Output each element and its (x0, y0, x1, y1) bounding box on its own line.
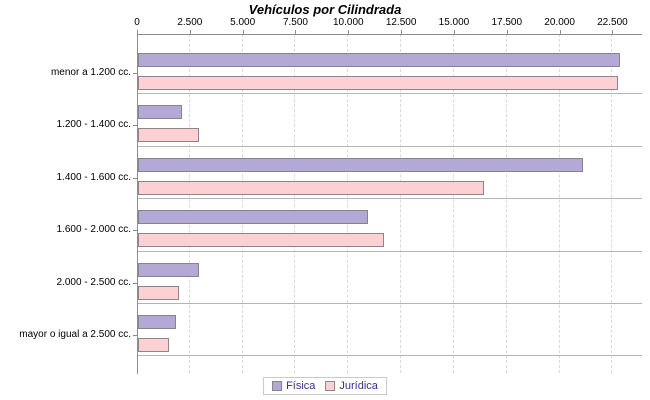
bar-juridica (138, 233, 385, 248)
y-tick-mark (133, 335, 137, 336)
gridline (294, 34, 296, 373)
bar-juridica (138, 76, 618, 90)
gridline (452, 34, 454, 373)
x-tick-mark (453, 30, 455, 34)
y-tick-mark (133, 282, 137, 284)
bar-fisica (138, 53, 620, 67)
x-tick-label: 2.500 (177, 17, 203, 28)
legend-swatch-juridica (325, 381, 336, 391)
x-tick-label: 12.500 (385, 17, 417, 28)
category-label: 1.200 - 1.400 cc. (56, 119, 132, 131)
y-tick-mark (133, 73, 137, 74)
category-label: 1.400 - 1.600 cc. (56, 171, 132, 183)
x-tick-mark (612, 30, 614, 34)
bar-juridica (138, 285, 180, 300)
gridline (400, 34, 402, 373)
x-tick-mark (559, 30, 561, 34)
y-tick-mark (133, 125, 137, 127)
x-tick-label: 20.000 (544, 17, 575, 28)
row-separator (138, 93, 642, 94)
row-separator (138, 251, 642, 252)
bar-juridica (138, 180, 485, 195)
bar-fisica (138, 157, 583, 172)
x-tick-label: 10.000 (333, 17, 364, 28)
chart-title: Vehículos por Cilindrada (248, 2, 402, 17)
row-separator (138, 146, 642, 147)
x-tick-mark (295, 30, 297, 34)
x-axis-line (137, 34, 642, 35)
x-tick-mark (506, 30, 508, 34)
x-tick-label: 15.000 (438, 17, 470, 28)
legend-label-juridica: Jurídica (339, 380, 378, 392)
x-tick-mark (189, 30, 191, 34)
legend-label-fisica: Física (286, 380, 316, 392)
x-tick-label: 7.500 (282, 17, 308, 28)
x-tick-label: 5.000 (230, 17, 256, 28)
x-tick-label: 17.500 (491, 17, 523, 28)
gridline (558, 34, 560, 373)
bar-fisica (138, 210, 369, 225)
gridline (188, 34, 190, 373)
gridline (241, 34, 243, 373)
bar-fisica (138, 105, 183, 120)
x-tick-label: 22.500 (597, 17, 628, 28)
x-tick-mark (137, 30, 138, 34)
row-separator (138, 303, 642, 304)
legend-item-fisica: Física (272, 380, 315, 392)
bar-fisica (138, 262, 200, 277)
row-separator (138, 198, 642, 199)
x-tick-label: 0 (134, 17, 140, 28)
category-label: menor a 1.200 cc. (50, 67, 131, 78)
bar-juridica (138, 128, 200, 143)
x-tick-mark (348, 30, 350, 34)
gridline (505, 34, 507, 373)
y-axis-line (137, 34, 138, 374)
y-tick-mark (133, 230, 137, 232)
legend-swatch-fisica (272, 381, 283, 391)
category-label: 2.000 - 2.500 cc. (56, 276, 132, 288)
gridline (347, 34, 349, 373)
y-tick-mark (133, 177, 137, 179)
x-tick-mark (401, 30, 403, 34)
category-label: mayor o igual a 2.500 cc. (19, 329, 131, 340)
bar-fisica (138, 315, 176, 329)
gridline (611, 34, 613, 373)
bar-juridica (138, 338, 169, 352)
x-tick-mark (242, 30, 244, 34)
row-separator (138, 355, 642, 356)
legend: Física Jurídica (263, 377, 387, 395)
legend-item-juridica: Jurídica (325, 380, 378, 392)
category-label: 1.600 - 2.000 cc. (56, 224, 132, 236)
